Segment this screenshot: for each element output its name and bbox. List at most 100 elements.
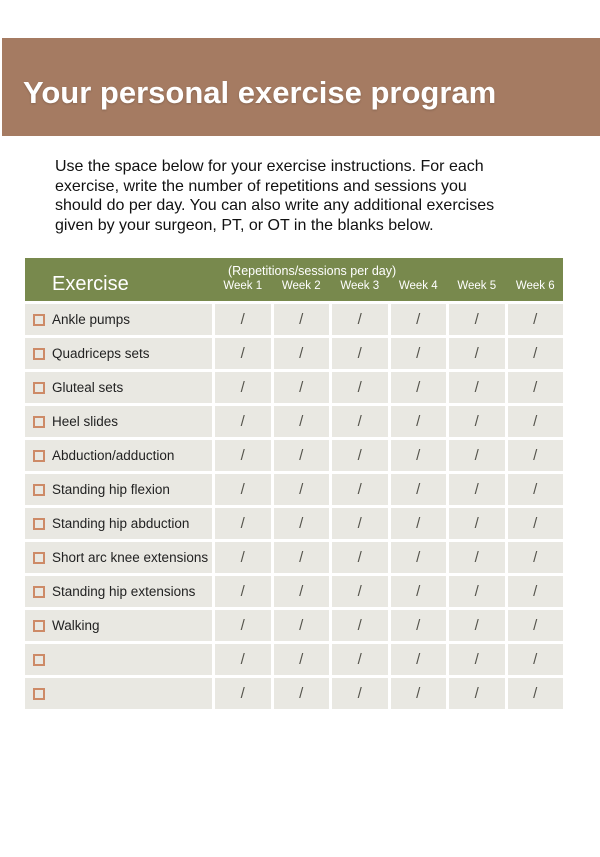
week-value-cell[interactable]: / <box>390 508 446 539</box>
week-value-cell[interactable]: / <box>390 542 446 573</box>
week-value-cell[interactable]: / <box>273 304 329 335</box>
week-value-cell[interactable]: / <box>390 304 446 335</box>
week-value-cell[interactable]: / <box>332 440 388 471</box>
week-value-cell[interactable]: / <box>273 372 329 403</box>
week-value-cell[interactable]: / <box>390 576 446 607</box>
table-row: / / / / / / <box>25 644 563 675</box>
week-value-cell[interactable]: / <box>332 644 388 675</box>
checkbox[interactable] <box>33 653 45 666</box>
week-value-cell[interactable]: / <box>215 338 271 369</box>
week-value-cell[interactable]: / <box>215 474 271 505</box>
week-value-cell[interactable]: / <box>390 372 446 403</box>
week-value-cell[interactable]: / <box>215 406 271 437</box>
week-value-cell[interactable]: / <box>390 610 446 641</box>
week-value-cell[interactable]: / <box>449 372 505 403</box>
checkbox[interactable] <box>33 551 45 564</box>
week-value-cell[interactable]: / <box>507 338 563 369</box>
checkbox[interactable] <box>33 585 45 598</box>
week-value-cell[interactable]: / <box>273 644 329 675</box>
week-value-cell[interactable]: / <box>507 576 563 607</box>
exercise-label: Standing hip extensions <box>52 584 196 599</box>
week-value-cell[interactable]: / <box>215 610 271 641</box>
week-value-cell[interactable]: / <box>273 406 329 437</box>
week-value-cell[interactable]: / <box>507 474 563 505</box>
week-value-cell[interactable]: / <box>449 542 505 573</box>
week-value-cell[interactable]: / <box>507 304 563 335</box>
exercise-cell: Short arc knee extensions <box>25 542 212 573</box>
week-value-cell[interactable]: / <box>449 406 505 437</box>
week-value-cell[interactable]: / <box>390 474 446 505</box>
exercise-header-label: Exercise <box>52 273 129 295</box>
week-value-cell[interactable]: / <box>215 304 271 335</box>
week-value-cell[interactable]: / <box>273 474 329 505</box>
checkbox[interactable] <box>33 347 45 360</box>
table-body: Ankle pumps / / / / / / Quadriceps sets / / / / /… <box>25 304 563 709</box>
week-value-cell[interactable]: / <box>507 372 563 403</box>
week-value-cell[interactable]: / <box>332 576 388 607</box>
week-value-cell[interactable]: / <box>332 508 388 539</box>
week-value-cell[interactable]: / <box>449 304 505 335</box>
exercise-label: Short arc knee extensions <box>52 550 209 565</box>
week-value-cell[interactable]: / <box>332 406 388 437</box>
week-value-cell[interactable]: / <box>273 678 329 709</box>
week-value-cell[interactable]: / <box>507 644 563 675</box>
week-value-cell[interactable]: / <box>390 406 446 437</box>
checkbox[interactable] <box>33 687 45 700</box>
week-value-cell[interactable]: / <box>332 338 388 369</box>
week-value-cell[interactable]: / <box>273 610 329 641</box>
checkbox[interactable] <box>33 415 45 428</box>
intro-paragraph: Use the space below for your exercise in… <box>55 157 555 235</box>
week-value-cell[interactable]: / <box>507 440 563 471</box>
week-value-cell[interactable]: / <box>273 576 329 607</box>
week-value-cell[interactable]: / <box>215 440 271 471</box>
week-value-cell[interactable]: / <box>449 508 505 539</box>
week-value-cell[interactable]: / <box>215 508 271 539</box>
checkbox[interactable] <box>33 483 45 496</box>
week-value-cell[interactable]: / <box>449 644 505 675</box>
title-banner: Your personal exercise program <box>2 38 600 136</box>
week-value-cell[interactable]: / <box>507 678 563 709</box>
week-value-cell[interactable]: / <box>273 542 329 573</box>
week-value-cell[interactable]: / <box>332 678 388 709</box>
week-value-cell[interactable]: / <box>215 678 271 709</box>
week-value-cell[interactable]: / <box>332 474 388 505</box>
week-value-cell[interactable]: / <box>449 338 505 369</box>
week-value-cell[interactable]: / <box>390 338 446 369</box>
intro-line: given by your surgeon, PT, or OT in the … <box>55 216 434 234</box>
week-value-cell[interactable]: / <box>507 542 563 573</box>
week-value-cell[interactable]: / <box>215 542 271 573</box>
week-value-cell[interactable]: / <box>449 678 505 709</box>
week-value-cell[interactable]: / <box>449 474 505 505</box>
week-value-cell[interactable]: / <box>390 440 446 471</box>
week-value-cell[interactable]: / <box>507 508 563 539</box>
table-row: Standing hip extensions / / / / / / <box>25 576 563 607</box>
week-value-cell[interactable]: / <box>273 508 329 539</box>
week-value-cell[interactable]: / <box>332 542 388 573</box>
week-value-cell[interactable]: / <box>390 644 446 675</box>
week-value-cell[interactable]: / <box>215 372 271 403</box>
week-value-cell[interactable]: / <box>390 678 446 709</box>
page-title: Your personal exercise program <box>23 75 497 110</box>
week-value-cell[interactable]: / <box>332 372 388 403</box>
table-row: Walking / / / / / / <box>25 610 563 641</box>
week-value-cell[interactable]: / <box>449 610 505 641</box>
checkbox[interactable] <box>33 619 45 632</box>
week-value-cell[interactable]: / <box>507 610 563 641</box>
exercise-label: Gluteal sets <box>52 380 124 395</box>
week-value-cell[interactable]: / <box>507 406 563 437</box>
exercise-cell: Standing hip abduction <box>25 508 212 539</box>
week-value-cell[interactable]: / <box>273 440 329 471</box>
exercise-label: Standing hip abduction <box>52 516 190 531</box>
week-value-cell[interactable]: / <box>215 576 271 607</box>
checkbox[interactable] <box>33 313 45 326</box>
checkbox[interactable] <box>33 517 45 530</box>
week-value-cell[interactable]: / <box>215 644 271 675</box>
week-value-cell[interactable]: / <box>449 576 505 607</box>
checkbox[interactable] <box>33 449 45 462</box>
week-value-cell[interactable]: / <box>332 610 388 641</box>
week-value-cell[interactable]: / <box>273 338 329 369</box>
week-value-cell[interactable]: / <box>449 440 505 471</box>
checkbox[interactable] <box>33 381 45 394</box>
exercise-cell: Standing hip extensions <box>25 576 212 607</box>
week-value-cell[interactable]: / <box>332 304 388 335</box>
